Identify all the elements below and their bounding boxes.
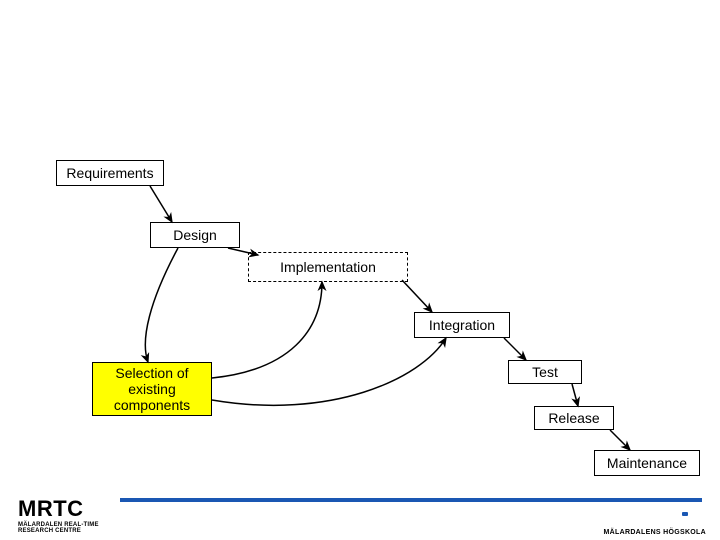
mrtc-logo-text: MRTC: [18, 496, 99, 522]
node-design: Design: [150, 222, 240, 248]
footer: MRTC MÄLARDALEN REAL-TIME RESEARCH CENTR…: [0, 480, 720, 540]
edge-requirements-to-design: [150, 186, 172, 222]
mrtc-logo-sub2: RESEARCH CENTRE: [18, 528, 99, 534]
university-mark: MÄLARDALENS HÖGSKOLA: [604, 501, 706, 536]
node-selection-label: Selection of: [115, 365, 188, 381]
node-integration-label: Integration: [429, 317, 495, 333]
node-implementation-label: Implementation: [280, 259, 376, 275]
mrtc-logo: MRTC MÄLARDALEN REAL-TIME RESEARCH CENTR…: [18, 496, 99, 534]
node-release-label: Release: [548, 410, 599, 426]
node-design-label: Design: [173, 227, 217, 243]
node-maintenance: Maintenance: [594, 450, 700, 476]
node-selection-label: components: [114, 397, 190, 413]
edge-selection-to-integration: [212, 338, 446, 405]
node-requirements-label: Requirements: [66, 165, 153, 181]
node-test-label: Test: [532, 364, 558, 380]
node-requirements: Requirements: [56, 160, 164, 186]
edge-implementation-to-integration: [402, 280, 432, 312]
university-label: MÄLARDALENS HÖGSKOLA: [604, 529, 706, 536]
node-integration: Integration: [414, 312, 510, 338]
node-selection-label: existing: [128, 381, 175, 397]
edge-test-to-release: [572, 384, 578, 406]
node-selection: Selection ofexistingcomponents: [92, 362, 212, 416]
university-icon: [664, 501, 706, 527]
edge-release-to-maintenance: [610, 430, 630, 450]
edge-integration-to-test: [504, 338, 526, 360]
node-test: Test: [508, 360, 582, 384]
node-implementation: Implementation: [248, 252, 408, 282]
node-maintenance-label: Maintenance: [607, 455, 687, 471]
edge-selection-to-implementation: [212, 282, 322, 378]
edge-design-to-selection: [145, 248, 178, 362]
node-release: Release: [534, 406, 614, 430]
